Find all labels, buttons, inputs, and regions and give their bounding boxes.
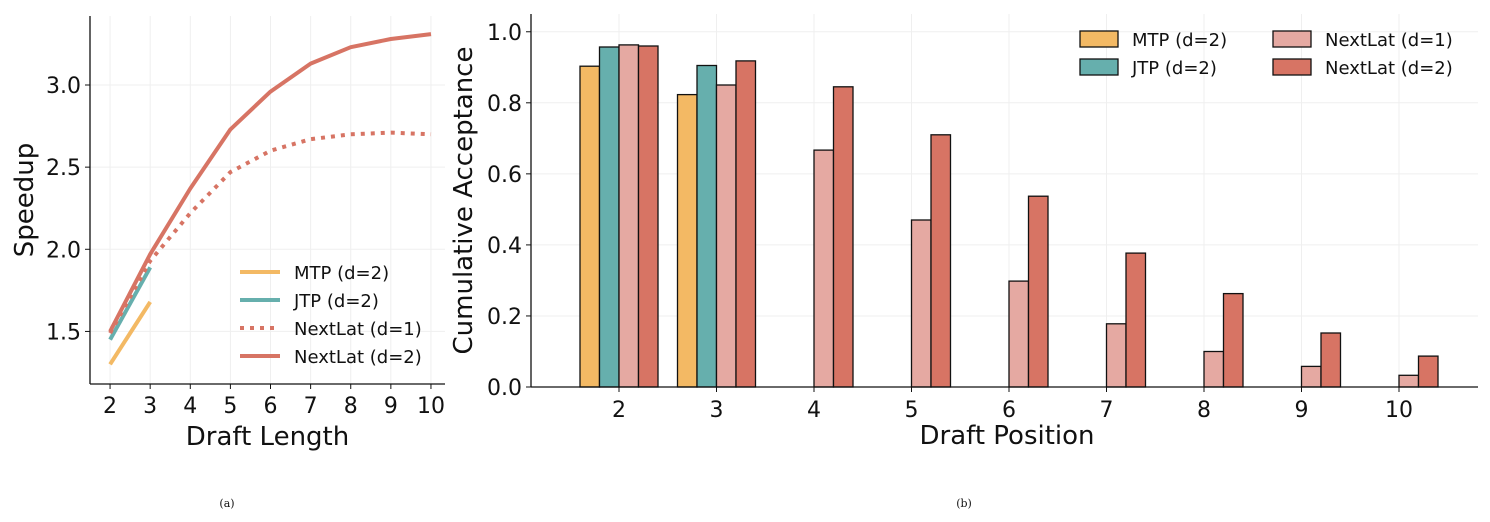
series-line (108, 32, 432, 333)
speedup-chart: 2 3 4 5 6 7 8 9 10 1.5 2.0 2.5 3.0 Draft Length Speedu… (10, 16, 445, 510)
y-tick-label: 1.5 (46, 320, 81, 345)
legend-swatch (1079, 30, 1119, 48)
x-tick-label: 7 (1100, 398, 1114, 423)
legend-label: MTP (d=2) (1132, 30, 1227, 51)
bar (1320, 332, 1342, 388)
legend-label: NextLat (d=1) (1325, 30, 1453, 51)
bar (1300, 365, 1322, 388)
caption: (a) (219, 497, 234, 510)
y-tick-label: 0.0 (487, 376, 522, 401)
bar (1027, 195, 1049, 388)
x-tick-label: 7 (304, 394, 318, 419)
x-tick-label: 8 (344, 394, 358, 419)
bar (1203, 350, 1225, 388)
series-line (108, 130, 432, 335)
bar (618, 44, 640, 388)
y-tick-label: 2.5 (46, 156, 81, 181)
legend-swatch (1272, 58, 1312, 76)
bar (832, 86, 854, 388)
x-tick-label: 4 (183, 394, 197, 419)
x-axis-label: Draft Length (186, 422, 349, 452)
legend-swatch (1079, 58, 1119, 76)
bar (579, 65, 601, 388)
bar (1105, 323, 1127, 388)
bar (910, 219, 932, 388)
y-axis-label: Speedup (10, 143, 40, 258)
bar (637, 45, 659, 388)
x-tick-label: 3 (143, 394, 157, 419)
caption: (b) (956, 497, 972, 510)
legend-label: MTP (d=2) (294, 263, 389, 284)
x-tick-label: 2 (612, 398, 626, 423)
x-tick-label: 3 (710, 398, 724, 423)
x-tick-label: 8 (1197, 398, 1211, 423)
legend-swatch (1272, 30, 1312, 48)
legend-label: NextLat (d=2) (1325, 58, 1453, 79)
bar (1417, 355, 1439, 388)
bar (715, 84, 737, 388)
x-tick-label: 4 (807, 398, 821, 423)
y-tick-label: 0.2 (487, 305, 522, 330)
x-tick-label: 6 (1002, 398, 1016, 423)
bar (598, 46, 620, 388)
bar (735, 60, 757, 388)
bar (676, 93, 698, 388)
x-tick-label: 6 (264, 394, 278, 419)
series-line (108, 266, 152, 341)
x-tick-label: 5 (905, 398, 919, 423)
x-tick-label: 9 (384, 394, 398, 419)
x-tick-label: 5 (223, 394, 237, 419)
y-tick-label: 2.0 (46, 238, 81, 263)
x-axis-label: Draft Position (919, 421, 1094, 451)
y-axis-label: Cumulative Acceptance (449, 47, 479, 355)
y-tick-label: 3.0 (46, 74, 81, 99)
legend-label: JTP (d=2) (293, 291, 379, 312)
y-tick-label: 0.4 (487, 234, 522, 259)
bar (1222, 292, 1244, 388)
bar (930, 134, 952, 388)
y-tick-label: 1.0 (487, 21, 522, 46)
bar (696, 64, 718, 388)
series-line (108, 300, 152, 366)
bar (813, 149, 835, 388)
bar (1125, 252, 1147, 388)
y-tick-label: 0.6 (487, 163, 522, 188)
acceptance-chart: 2 3 4 5 6 7 8 9 10 0.0 0.2 0.4 0.6 0.8 1.0 Draft Positi… (449, 14, 1478, 510)
x-tick-label: 10 (1385, 398, 1413, 423)
y-tick-label: 0.8 (487, 92, 522, 117)
x-tick-label: 10 (417, 394, 445, 419)
bar (1008, 280, 1030, 388)
legend-label: JTP (d=2) (1131, 58, 1217, 79)
bar (1398, 374, 1420, 388)
legend-label: NextLat (d=1) (294, 319, 422, 340)
legend-label: NextLat (d=2) (294, 347, 422, 368)
x-tick-label: 9 (1295, 398, 1309, 423)
x-tick-label: 2 (103, 394, 117, 419)
